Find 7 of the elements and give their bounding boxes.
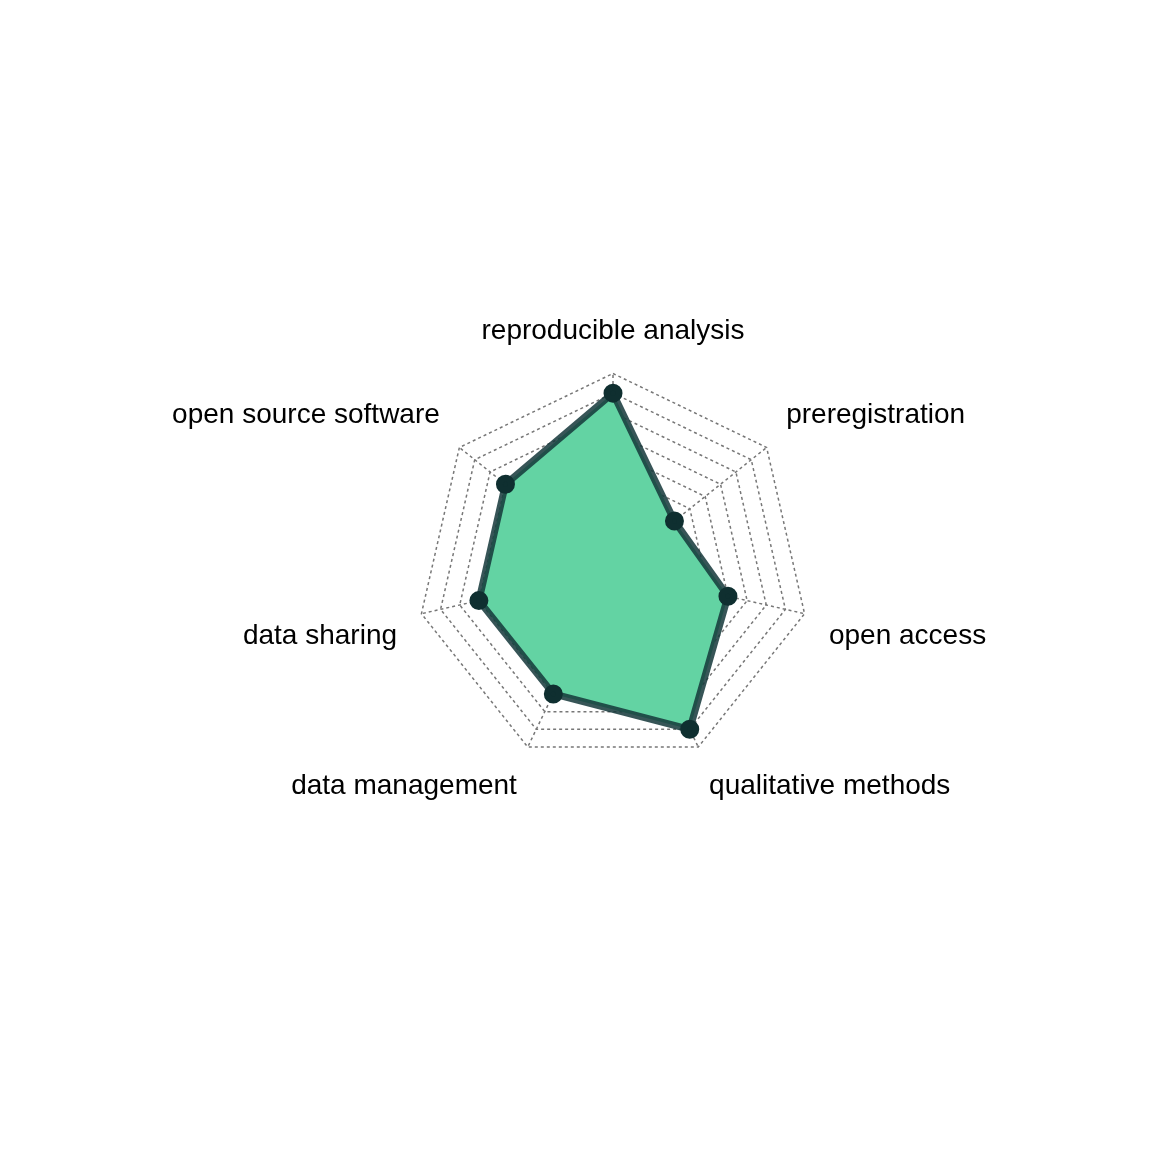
spoke-label: data sharing [242,618,398,650]
spoke-label: open source software [172,397,440,429]
spoke-label: open access [828,618,987,650]
spoke-label: qualitative methods [709,769,951,801]
spoke-label: data management [291,769,518,801]
spoke-label: reproducible analysis [481,314,745,346]
spoke-label: preregistration [786,397,966,429]
